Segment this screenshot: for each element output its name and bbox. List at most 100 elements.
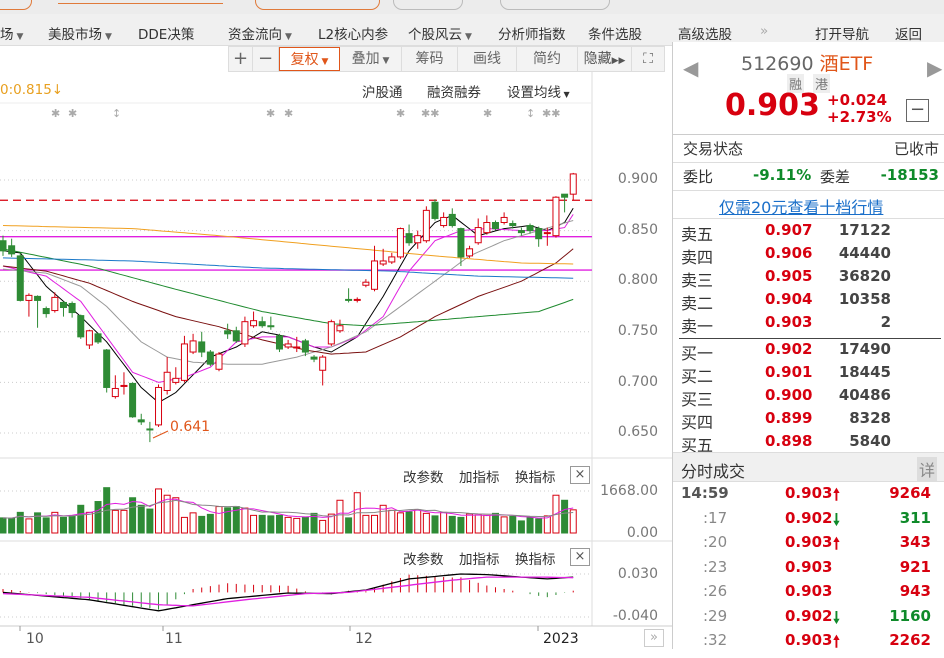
zoom-in-button[interactable]: + <box>229 47 253 71</box>
menu-item-dde[interactable]: DDE决策 <box>138 23 194 43</box>
menu-item-l2[interactable]: L2核心内参 <box>318 23 388 43</box>
event-star-icon[interactable]: ✱ <box>51 107 61 120</box>
volume-bar <box>0 517 7 534</box>
menu-item-advanced-screener[interactable]: 高级选股 <box>678 23 732 43</box>
candle-body <box>275 335 283 350</box>
vol-add-indicator-button[interactable]: 加指标 <box>459 470 500 486</box>
caret-down-icon: ▼ <box>379 56 390 66</box>
zoom-out-button[interactable]: − <box>253 47 279 71</box>
scroll-right-button[interactable]: » <box>644 629 664 647</box>
volume-bar <box>163 494 171 534</box>
volume-bar <box>267 515 275 534</box>
back-button[interactable]: 返回 <box>895 27 922 43</box>
macd-add-indicator-button[interactable]: 加指标 <box>459 552 500 568</box>
vol-switch-indicator-button[interactable]: 换指标 <box>515 470 556 486</box>
vol-params-button[interactable]: 改参数 <box>403 470 444 486</box>
menu-item-capital-flow[interactable]: 资金流向 ▼ <box>228 23 292 43</box>
candle-body <box>215 353 223 370</box>
level-price: 0.904 <box>765 290 813 308</box>
chart-toolbar: + − 复权 ▼ 叠加 ▼ 筹码 画线 简约 隐藏▶▶ ⛶ <box>228 46 665 72</box>
candle-body <box>535 228 543 240</box>
event-star-icon[interactable]: ✱ <box>266 107 276 120</box>
tick-time: :20 <box>703 533 728 551</box>
tick-direction: 🠕 <box>833 631 840 658</box>
percent-change: +2.73% <box>827 108 892 126</box>
event-arrow-icon[interactable]: ↕ <box>526 107 536 120</box>
x-tick: 12 <box>355 631 373 647</box>
hide-button[interactable]: 隐藏▶▶ <box>578 47 632 71</box>
menu-item-stock-news[interactable]: 个股风云 ▼ <box>408 23 472 43</box>
menu-label: 美股市场 <box>48 27 102 43</box>
menu-item-screener[interactable]: 条件选股 <box>588 23 642 43</box>
tick-direction: 🠗 <box>833 607 840 634</box>
top-link[interactable] <box>58 0 223 4</box>
candle-body <box>198 341 206 353</box>
candle-body <box>474 227 482 244</box>
fuquan-button[interactable]: 复权 ▼ <box>279 47 340 71</box>
overlay-button[interactable]: 叠加 ▼ <box>340 47 402 71</box>
candle-body <box>68 302 76 314</box>
macd-dif-line <box>2 573 574 612</box>
tick-time: :23 <box>703 557 728 576</box>
margin-link[interactable]: 融资融券 <box>427 85 481 101</box>
ticks-title: 分时成交 <box>681 462 746 481</box>
macd-close-icon[interactable]: × <box>570 548 590 566</box>
event-star-icon[interactable]: ✱ <box>284 107 294 120</box>
volume-bar <box>42 517 50 534</box>
set-ma-button[interactable]: 设置均线 ▼ <box>507 81 570 101</box>
candle-body <box>388 256 396 263</box>
moving-average-line <box>2 225 574 265</box>
level-price: 0.898 <box>765 432 813 450</box>
volume-bar <box>405 511 413 534</box>
chips-button[interactable]: 筹码 <box>402 47 458 71</box>
open-nav-button[interactable]: 打开导航 <box>815 27 869 43</box>
candle-body <box>569 173 577 195</box>
volume-bar <box>396 512 404 534</box>
draw-button[interactable]: 画线 <box>458 47 517 71</box>
volume-bar <box>345 517 353 534</box>
menu-item[interactable]: 场 ▼ <box>0 23 23 43</box>
event-star-icon[interactable]: ✱ <box>68 107 78 120</box>
volume-bar <box>16 511 24 534</box>
candle-body <box>543 232 551 235</box>
detail-button[interactable]: 详 <box>916 457 937 481</box>
kline-chart[interactable] <box>0 0 672 649</box>
vol-close-icon[interactable]: × <box>570 466 590 484</box>
volume-bar <box>440 511 448 534</box>
macd-params-button[interactable]: 改参数 <box>403 552 444 568</box>
volume-bar <box>543 515 551 534</box>
next-stock-icon[interactable]: ▶ <box>927 56 943 80</box>
candle-body <box>301 340 309 353</box>
menu-label: L2核心内参 <box>318 27 389 43</box>
level10-promo-link[interactable]: 仅需20元查看十档行情 <box>719 198 884 217</box>
event-arrow-icon[interactable]: ↕ <box>112 107 122 120</box>
top-tab-strip <box>0 0 944 14</box>
menu-item-analyst[interactable]: 分析师指数 <box>498 23 566 43</box>
stock-name: 酒ETF <box>819 53 874 75</box>
more-icon[interactable]: » <box>760 23 769 39</box>
tick-volume: 9264 <box>889 484 931 502</box>
tick-direction: 🠗 <box>833 509 840 536</box>
expand-icon[interactable]: ⛶ <box>643 51 653 67</box>
collapse-button[interactable]: − <box>906 99 929 122</box>
candle-body <box>457 228 465 258</box>
event-star-icon[interactable]: ✱✱ <box>542 107 561 120</box>
set-ma-label: 设置均线 <box>507 85 561 101</box>
candle-body <box>120 384 128 387</box>
event-star-icon[interactable]: ✱✱ <box>421 107 440 120</box>
volume-bar <box>388 509 396 534</box>
candle-body <box>509 223 517 227</box>
menu-item-us-market[interactable]: 美股市场 ▼ <box>48 23 112 43</box>
candle-body <box>258 321 266 327</box>
candle-body <box>129 382 137 418</box>
simple-button[interactable]: 简约 <box>517 47 578 71</box>
macd-switch-indicator-button[interactable]: 换指标 <box>515 552 556 568</box>
stock-title: 512690 酒ETF <box>741 49 873 76</box>
hgt-link[interactable]: 沪股通 <box>362 85 403 101</box>
candle-body <box>466 248 474 257</box>
prev-stock-icon[interactable]: ◀ <box>683 56 699 80</box>
candle-body <box>379 260 387 265</box>
event-star-icon[interactable]: ✱ <box>396 107 406 120</box>
event-star-icon[interactable]: ✱ <box>483 107 493 120</box>
level-volume: 17490 <box>838 340 891 358</box>
